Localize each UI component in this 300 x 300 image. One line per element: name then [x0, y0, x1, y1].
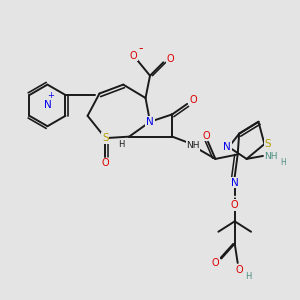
Text: -: -: [138, 42, 142, 55]
Text: O: O: [203, 131, 210, 141]
Text: O: O: [231, 200, 238, 210]
Text: O: O: [190, 95, 197, 105]
Text: S: S: [102, 133, 109, 143]
Text: NH: NH: [264, 152, 278, 161]
Text: O: O: [236, 266, 243, 275]
Text: H: H: [118, 140, 124, 148]
Text: S: S: [265, 139, 271, 149]
Text: NH: NH: [186, 141, 200, 150]
Text: N: N: [231, 178, 239, 188]
Text: +: +: [48, 91, 55, 100]
Text: N: N: [44, 100, 51, 110]
Text: H: H: [245, 272, 251, 281]
Text: O: O: [167, 54, 175, 64]
Text: O: O: [129, 51, 137, 61]
Text: H: H: [280, 158, 286, 167]
Text: O: O: [102, 158, 109, 168]
Text: N: N: [224, 142, 231, 152]
Text: O: O: [212, 258, 219, 268]
Text: N: N: [146, 117, 154, 127]
